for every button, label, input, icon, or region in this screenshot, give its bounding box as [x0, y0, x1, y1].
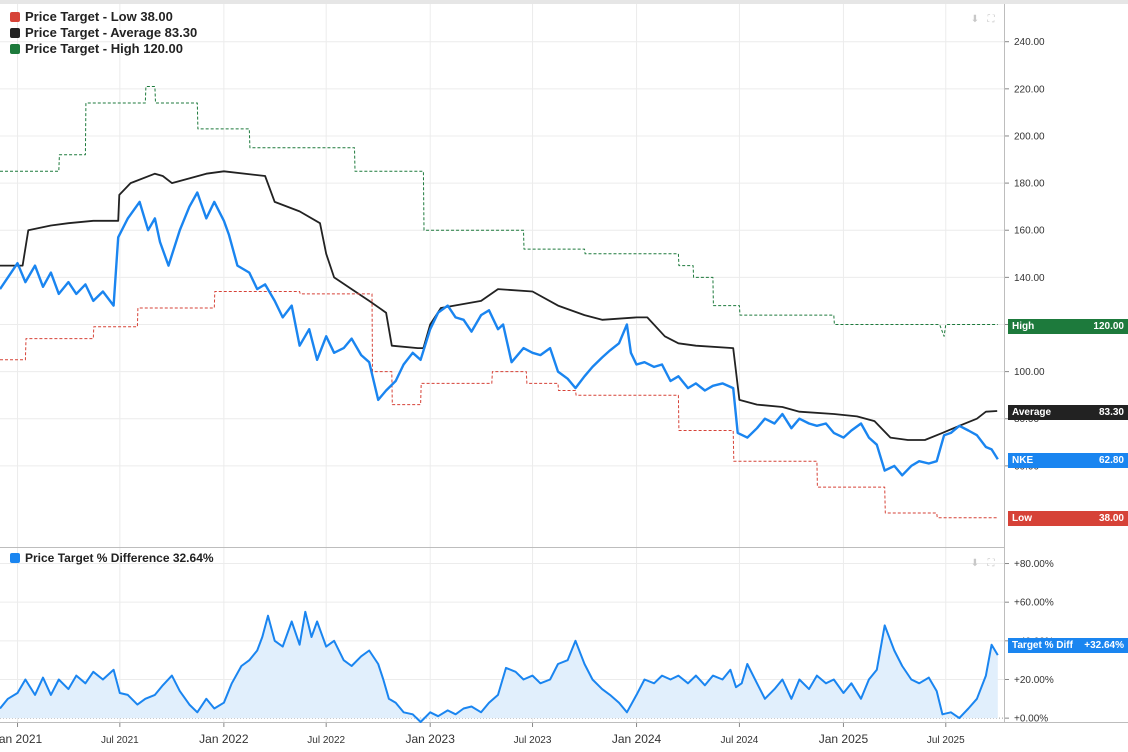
y-tick-label: +20.00% [1014, 675, 1054, 686]
y-tick-label: +60.00% [1014, 598, 1054, 609]
diff-tag-value: +32.64% [1084, 640, 1124, 651]
legend-swatch-low [10, 12, 20, 22]
high-tag-value: 120.00 [1093, 321, 1124, 332]
average-value-tag: Average 83.30 [1008, 405, 1128, 420]
y-tick-label: +80.00% [1014, 559, 1054, 570]
x-tick-label: Jul 2024 [721, 735, 759, 746]
diff-legend[interactable]: Price Target % Difference 32.64% [10, 551, 214, 565]
series-line-price-target-average [0, 170, 998, 441]
legend-label-low: Price Target - Low 38.00 [25, 9, 173, 24]
top-border [0, 0, 1128, 4]
legend-swatch-high [10, 44, 20, 54]
main-legend: Price Target - Low 38.00 Price Target - … [10, 9, 197, 57]
low-tag-label: Low [1012, 513, 1032, 524]
x-tick-label: Jan 2021 [0, 732, 43, 746]
download-icon[interactable]: ⬇ [970, 558, 980, 569]
x-tick-label: Jan 2022 [199, 732, 249, 746]
x-tick-label: Jul 2022 [307, 735, 345, 746]
nke-price-tag: NKE 62.80 [1008, 453, 1128, 468]
low-value-tag: Low 38.00 [1008, 511, 1128, 526]
legend-label-high: Price Target - High 120.00 [25, 41, 183, 56]
legend-swatch-diff [10, 553, 20, 563]
y-tick-label: +0.00% [1014, 714, 1048, 725]
nke-tag-label: NKE [1012, 455, 1034, 466]
legend-item-average[interactable]: Price Target - Average 83.30 [10, 25, 197, 41]
y-tick-label: 240.00 [1014, 37, 1045, 48]
y-tick-label: 180.00 [1014, 179, 1045, 190]
x-tick-label: Jan 2024 [612, 732, 662, 746]
y-tick-label: 100.00 [1014, 367, 1045, 378]
diff-value-tag: Target % Diff +32.64% [1008, 638, 1128, 653]
diff-area [0, 611, 998, 722]
low-tag-value: 38.00 [1098, 513, 1124, 524]
legend-swatch-average [10, 28, 20, 38]
series-line-price-target-low [0, 291, 998, 519]
y-tick-label: 200.00 [1014, 131, 1045, 142]
high-value-tag: High 120.00 [1008, 319, 1128, 334]
x-tick-label: Jul 2021 [101, 735, 139, 746]
series-line-target-diff [0, 610, 999, 723]
x-tick-label: Jul 2023 [514, 735, 552, 746]
average-tag-label: Average [1012, 407, 1052, 418]
x-tick-label: Jan 2025 [819, 732, 869, 746]
y-tick-label: 160.00 [1014, 226, 1045, 237]
series-line-nke [0, 191, 999, 477]
expand-icon[interactable]: ⛶ [987, 14, 995, 25]
legend-label-average: Price Target - Average 83.30 [25, 25, 198, 40]
legend-label-diff: Price Target % Difference 32.64% [25, 551, 214, 565]
x-tick-label: Jan 2023 [406, 732, 456, 746]
x-tick-label: Jul 2025 [927, 735, 965, 746]
average-tag-value: 83.30 [1098, 407, 1124, 418]
y-tick-label: 140.00 [1014, 273, 1045, 284]
series-line-price-target-high [0, 86, 998, 337]
download-icon[interactable]: ⬇ [970, 14, 980, 25]
legend-item-low[interactable]: Price Target - Low 38.00 [10, 9, 197, 25]
diff-tag-label: Target % Diff [1012, 640, 1073, 651]
high-tag-label: High [1012, 321, 1035, 332]
legend-item-high[interactable]: Price Target - High 120.00 [10, 41, 197, 57]
y-tick-label: 220.00 [1014, 84, 1045, 95]
expand-icon[interactable]: ⛶ [987, 558, 995, 569]
nke-tag-value: 62.80 [1098, 455, 1124, 466]
